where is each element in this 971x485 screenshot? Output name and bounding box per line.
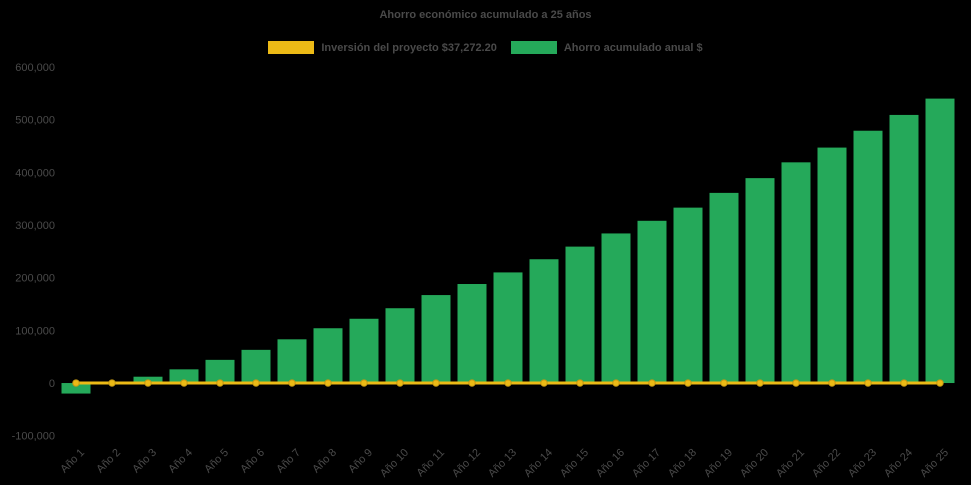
bar-año-24 [889,114,919,384]
x-category-label: Año 11 [415,447,448,480]
bar-año-18 [673,207,703,384]
x-category-label: Año 17 [630,447,663,480]
bar-año-4 [169,369,199,384]
line-marker [468,379,476,387]
line-marker [612,379,620,387]
chart-legend: Inversión del proyecto $37,272.20 Ahorro… [0,41,971,54]
x-category-label: Año 23 [846,447,879,480]
chart-title: Ahorro económico acumulado a 25 años [379,9,592,21]
line-marker [828,379,836,387]
bar-año-16 [601,233,631,384]
bar-año-22 [817,147,847,384]
bar-año-23 [853,130,883,384]
line-marker [864,379,872,387]
x-category-label: Año 24 [882,447,915,480]
line-marker [288,379,296,387]
bar-año-21 [781,162,811,384]
line-marker [792,379,800,387]
y-tick-label: 500,000 [15,115,55,127]
bar-año-20 [745,178,775,384]
x-category-label: Año 2 [94,447,123,476]
x-category-label: Año 6 [238,447,267,476]
line-marker [360,379,368,387]
bar-año-19 [709,192,739,384]
x-category-label: Año 5 [202,447,231,476]
line-marker [576,379,584,387]
bar-año-12 [457,284,487,384]
bar-año-1 [61,383,91,394]
y-tick-label: 0 [49,378,55,390]
x-category-label: Año 16 [594,447,627,480]
x-category-label: Año 20 [738,447,771,480]
line-marker [432,379,440,387]
x-category-label: Año 3 [130,447,159,476]
x-category-label: Año 25 [918,447,951,480]
y-tick-label: -100,000 [12,431,55,443]
line-marker [540,379,548,387]
line-marker [396,379,404,387]
line-marker [108,379,116,387]
bar-año-5 [205,359,235,384]
line-marker [504,379,512,387]
savings-swatch-icon [510,41,557,54]
bar-año-7 [277,339,307,384]
legend-label-savings: Ahorro acumulado anual $ [563,41,703,54]
bar-año-15 [565,246,595,384]
y-tick-label: 300,000 [15,220,55,232]
bar-año-10 [385,308,415,384]
bar-año-6 [241,349,271,384]
line-marker [684,379,692,387]
x-category-label: Año 4 [166,447,195,476]
line-marker [648,379,656,387]
x-category-label: Año 15 [558,447,591,480]
x-category-label: Año 10 [378,447,411,480]
y-tick-label: 600,000 [15,62,55,74]
x-category-label: Año 22 [810,447,843,480]
x-category-label: Año 19 [702,447,735,480]
bar-año-13 [493,272,523,384]
bar-año-25 [925,98,955,384]
bar-año-11 [421,295,451,384]
legend-item-savings: Ahorro acumulado anual $ [510,41,703,54]
x-category-label: Año 1 [58,447,87,476]
legend-label-investment: Inversión del proyecto $37,272.20 [321,41,497,54]
line-marker [216,379,224,387]
line-marker [72,379,80,387]
bar-año-8 [313,328,343,384]
line-marker [252,379,260,387]
line-marker [936,379,944,387]
line-marker [180,379,188,387]
line-marker [900,379,908,387]
legend-item-investment: Inversión del proyecto $37,272.20 [268,41,497,54]
line-marker [324,379,332,387]
x-category-label: Año 7 [274,447,303,476]
x-category-label: Año 9 [346,447,375,476]
line-marker [756,379,764,387]
x-category-label: Año 8 [310,447,339,476]
y-tick-label: 100,000 [15,325,55,337]
line-marker [720,379,728,387]
investment-swatch-icon [268,41,315,54]
bar-año-9 [349,318,379,384]
x-category-label: Año 14 [522,447,555,480]
y-tick-label: 400,000 [15,167,55,179]
y-tick-label: 200,000 [15,273,55,285]
line-marker [144,379,152,387]
x-category-label: Año 13 [486,447,519,480]
bar-año-14 [529,259,559,384]
x-category-label: Año 12 [450,447,483,480]
bar-año-17 [637,220,667,384]
x-category-label: Año 21 [774,447,807,480]
x-category-label: Año 18 [666,447,699,480]
